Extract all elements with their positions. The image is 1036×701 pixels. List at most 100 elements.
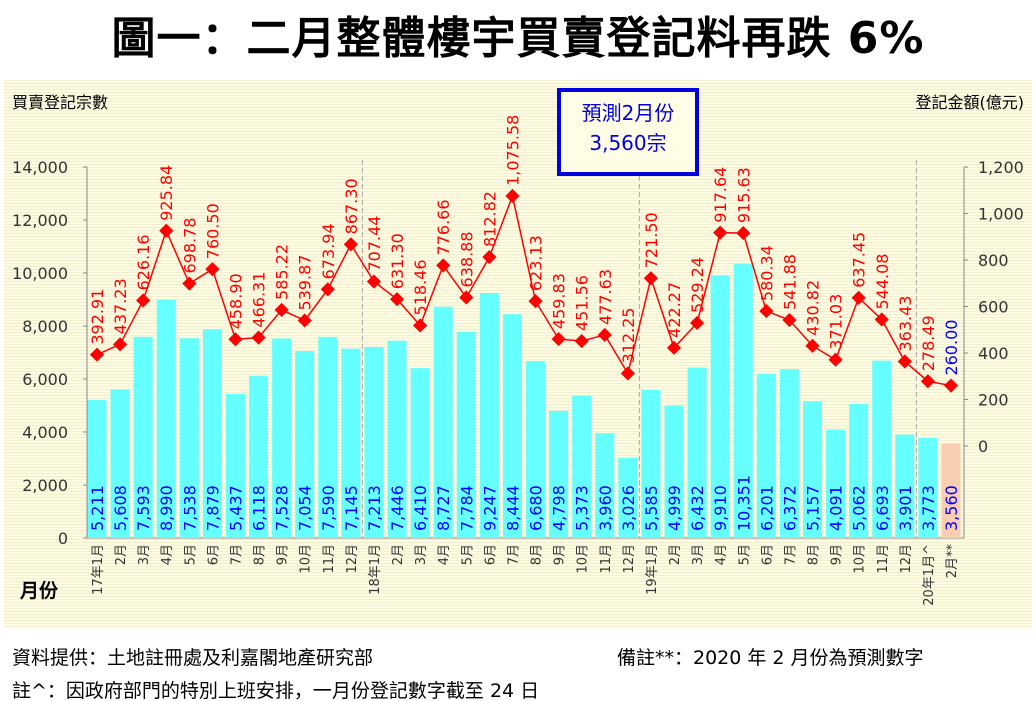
line-marker xyxy=(713,225,728,240)
bar-value-label: 3,901 xyxy=(896,485,915,531)
right-tick-label: 0 xyxy=(978,437,988,456)
line-marker xyxy=(205,262,220,277)
bar xyxy=(364,346,384,538)
line-value-label: 585.22 xyxy=(273,244,292,300)
x-tick-label: 3月 xyxy=(691,544,706,565)
x-tick-label: 8月 xyxy=(530,544,545,565)
x-tick-label: 7月 xyxy=(229,544,244,565)
x-tick-label: 6月 xyxy=(206,544,221,565)
line-value-label: 638.88 xyxy=(457,231,476,287)
line-marker xyxy=(551,332,566,347)
bar-value-label: 7,528 xyxy=(273,485,292,531)
line-marker xyxy=(366,274,382,289)
bar-value-label: 5,062 xyxy=(850,485,869,531)
x-tick-label: 4月 xyxy=(714,544,729,565)
line-value-label: 812.82 xyxy=(480,191,499,247)
x-tick-label: 2月 xyxy=(668,544,683,565)
bar-value-label: 7,879 xyxy=(203,485,222,531)
bar xyxy=(918,438,938,538)
bar-value-label: 7,590 xyxy=(319,485,338,531)
line-value-label: 278.49 xyxy=(919,315,938,371)
bar-value-label: 4,999 xyxy=(665,485,684,531)
line-marker xyxy=(182,276,197,291)
bar xyxy=(641,389,661,538)
bar-value-label: 5,585 xyxy=(642,485,661,531)
bar-value-label: 5,608 xyxy=(111,485,130,531)
bar-value-label: 3,773 xyxy=(919,485,938,531)
x-tick-label: 11月 xyxy=(599,544,614,574)
x-tick-label: 4月 xyxy=(437,544,452,565)
line-value-label: 698.78 xyxy=(180,218,199,274)
bar xyxy=(456,331,476,538)
line-value-label: 466.31 xyxy=(250,272,269,328)
line-marker xyxy=(274,302,289,318)
bar-value-label: 7,784 xyxy=(457,485,476,531)
bar-value-label: 4,091 xyxy=(827,485,846,531)
bar-value-label: 6,680 xyxy=(527,485,546,531)
bar xyxy=(110,389,130,538)
line-value-label: 363.43 xyxy=(896,296,915,352)
x-tick-label: 17年1月 xyxy=(91,544,106,595)
line-marker xyxy=(643,271,659,286)
line-value-label: 541.88 xyxy=(780,254,799,310)
x-tick-label: 2月 xyxy=(391,544,406,565)
x-tick-label: 4月 xyxy=(160,544,175,565)
bar xyxy=(572,395,592,538)
line-value-label: 626.16 xyxy=(134,234,153,290)
bar-value-label: 6,410 xyxy=(411,485,430,531)
bar-value-label: 7,145 xyxy=(342,485,361,531)
line-marker xyxy=(459,290,474,305)
bar xyxy=(202,329,222,538)
line-marker xyxy=(228,332,243,347)
line-value-label: 1,075.58 xyxy=(503,115,522,186)
bar-value-label: 6,201 xyxy=(757,485,776,531)
bar xyxy=(595,433,615,538)
source-note: 資料提供：土地註冊處及利嘉閣地產研究部 xyxy=(12,647,374,669)
line-marker xyxy=(851,290,866,305)
x-tick-label: 10月 xyxy=(576,544,591,574)
line-marker xyxy=(620,366,635,381)
bar xyxy=(249,375,269,538)
x-tick-label: 3月 xyxy=(137,544,152,565)
bar xyxy=(618,457,638,538)
line-value-label: 917.64 xyxy=(711,167,730,223)
left-tick-label: 0 xyxy=(58,529,68,548)
right-tick-label: 200 xyxy=(978,391,1009,410)
bar xyxy=(526,360,546,538)
bar-value-label: 7,446 xyxy=(388,485,407,531)
line-marker xyxy=(297,313,312,328)
bar-value-label: 9,910 xyxy=(711,485,730,531)
left-tick-label: 12,000 xyxy=(12,211,68,230)
figure-title: 圖一：二月整體樓宇買賣登記料再跌 6% xyxy=(111,13,925,64)
line-value-label: 518.46 xyxy=(411,259,430,315)
x-tick-label: 12月 xyxy=(345,544,360,574)
right-tick-label: 400 xyxy=(978,344,1009,363)
line-marker xyxy=(343,237,358,252)
line-marker xyxy=(320,282,335,297)
right-tick-label: 600 xyxy=(978,298,1009,317)
january-note: 註^：因政府部門的特別上班安排，一月份登記數字截至 24 日 xyxy=(12,680,540,701)
line-value-label: 776.66 xyxy=(434,199,453,255)
line-value-label: 430.82 xyxy=(804,280,823,336)
x-tick-label: 6月 xyxy=(760,544,775,565)
bar xyxy=(502,314,522,538)
line-value-label: 477.63 xyxy=(596,269,615,325)
line-marker xyxy=(759,303,774,319)
x-tick-label: 8月 xyxy=(807,544,822,565)
left-tick-label: 6,000 xyxy=(22,370,68,389)
bar xyxy=(179,338,199,538)
line-value-label: 437.23 xyxy=(111,278,130,334)
bar xyxy=(433,306,453,538)
x-tick-label: 9月 xyxy=(553,544,568,565)
line-marker xyxy=(89,347,105,362)
line-value-label: 529.24 xyxy=(688,257,707,313)
right-tick-label: 1,200 xyxy=(978,158,1024,177)
x-tick-label: 2月** xyxy=(945,544,960,579)
x-tick-label: 18年1月 xyxy=(368,544,383,595)
x-tick-label: 5月 xyxy=(460,544,475,565)
bar xyxy=(779,369,799,538)
x-tick-label: 11月 xyxy=(876,544,891,574)
x-tick-label: 3月 xyxy=(414,544,429,565)
bar-value-label: 5,157 xyxy=(804,485,823,531)
